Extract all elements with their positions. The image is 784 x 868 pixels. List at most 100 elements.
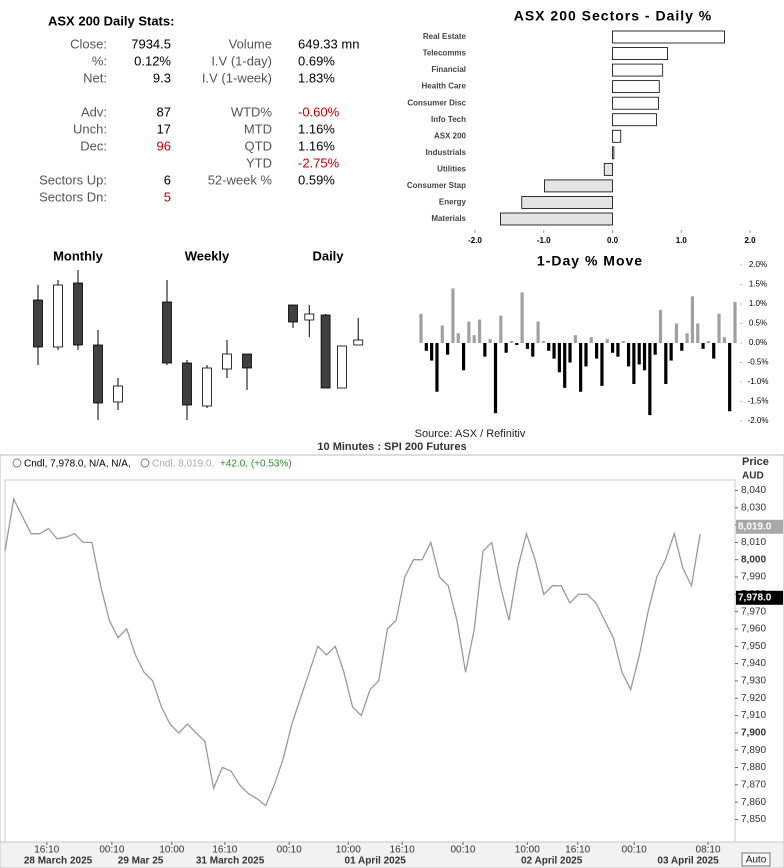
stat-value: 1.16% (298, 121, 335, 136)
date-label: 01 April 2025 (345, 856, 407, 867)
bar (728, 343, 732, 412)
y-tick-label: 7,910 (741, 710, 766, 721)
bar (712, 343, 716, 359)
x-tick-label: 10:00 (515, 845, 540, 856)
stat-label: %: (92, 53, 107, 68)
price-marker-label: 8,019.0 (738, 521, 772, 532)
y-tick-label: -0.5% (748, 358, 769, 367)
candle-body (113, 385, 123, 403)
bar (451, 288, 455, 343)
date-label: 29 Mar 25 (118, 856, 164, 867)
stat-value: 0.69% (298, 53, 335, 68)
bar (685, 333, 689, 343)
bar (648, 343, 652, 416)
stat-value: -0.60% (298, 104, 340, 119)
x-tick-label: 00:10 (277, 845, 302, 856)
bar (637, 343, 641, 365)
y-tick-label: 7,870 (741, 779, 766, 790)
bar (483, 343, 487, 357)
y-tick-label: 7,880 (741, 762, 766, 773)
date-label: 31 March 2025 (196, 856, 265, 867)
bar (461, 343, 466, 371)
date-label: 03 April 2025 (657, 856, 719, 867)
stat-value: 5 (164, 189, 171, 204)
stat-label: Sectors Up: (39, 172, 107, 187)
bar (584, 343, 588, 367)
bar (621, 341, 625, 343)
category-label: Consumer Stap (407, 181, 466, 190)
stat-value: 0.59% (298, 172, 335, 187)
category-label: Industrials (426, 148, 467, 157)
category-label: Real Estate (423, 32, 467, 41)
bar (664, 343, 668, 384)
date-label: 02 April 2025 (521, 856, 583, 867)
plot-frame (4, 479, 736, 843)
stat-value: 649.33 mn (298, 36, 359, 51)
y-tick-label: -1.5% (748, 397, 769, 406)
bar (612, 113, 657, 127)
bar (573, 335, 577, 343)
stat-value: 1.16% (298, 138, 335, 153)
source-note: Source: ASX / Refinitiv (415, 428, 526, 440)
category-label: Consumer Disc (407, 98, 466, 107)
stat-value: -2.75% (298, 155, 340, 170)
bar (722, 337, 726, 343)
category-label: Financial (431, 65, 466, 74)
x-tick-label: 16:10 (34, 845, 59, 856)
bar (595, 343, 599, 359)
auto-button[interactable] (741, 852, 771, 867)
date-label: 28 March 2025 (24, 856, 93, 867)
category-label: Health Care (422, 82, 467, 91)
stat-label: QTD (245, 138, 272, 153)
stat-value: 17 (157, 121, 171, 136)
x-tick-label: 08:10 (696, 845, 721, 856)
legend-icon (12, 458, 22, 468)
auto-button-label: Auto (746, 855, 767, 866)
y-tick-label: 8,000 (741, 554, 766, 565)
bar (603, 162, 613, 176)
x-tick-label: 1.0 (676, 236, 688, 245)
y-tick-label: 0.0% (749, 338, 767, 347)
bar (669, 343, 673, 361)
bar (605, 339, 609, 343)
stat-label: Dec: (80, 138, 107, 153)
bar (632, 343, 636, 384)
y-tick-label: 7,970 (741, 606, 766, 617)
bar (612, 30, 725, 44)
legend-text: Cndl, 8,019.0, (152, 459, 214, 470)
bar (706, 341, 710, 343)
candle-body (222, 353, 232, 370)
bar (520, 292, 524, 343)
stat-value: 1.83% (298, 70, 335, 85)
bar (642, 343, 647, 371)
y-tick-label: 7,920 (741, 693, 766, 704)
x-tick-label: 00:10 (450, 845, 475, 856)
category-label: Telecomms (423, 49, 467, 58)
bar (536, 321, 540, 343)
y-tick-label: 1.0% (749, 299, 767, 308)
candle-body (242, 353, 252, 369)
bar (424, 343, 428, 351)
bar (472, 335, 476, 343)
y-tick-label: 7,900 (741, 728, 766, 739)
bar (525, 343, 530, 349)
legend-text: Cndl, 7,978.0, N/A, N/A, (24, 459, 131, 470)
bar (557, 343, 561, 373)
x-tick-label: 10:00 (336, 845, 361, 856)
price-marker (736, 519, 783, 534)
y-tick-label: 7,940 (741, 658, 766, 669)
time-axis-strip (0, 841, 784, 868)
chart-title: Daily (312, 248, 344, 263)
bar (544, 179, 613, 193)
bar (612, 96, 659, 110)
bar (552, 343, 556, 359)
bar (653, 343, 657, 355)
y-tick-label: 8,030 (741, 502, 766, 513)
bar (612, 129, 622, 143)
candle-body (53, 284, 63, 348)
bar (696, 323, 700, 343)
y-tick-label: 7,930 (741, 676, 766, 687)
category-label: Utilities (437, 164, 466, 173)
legend-change: +42.0, (+0.53%) (220, 459, 292, 470)
